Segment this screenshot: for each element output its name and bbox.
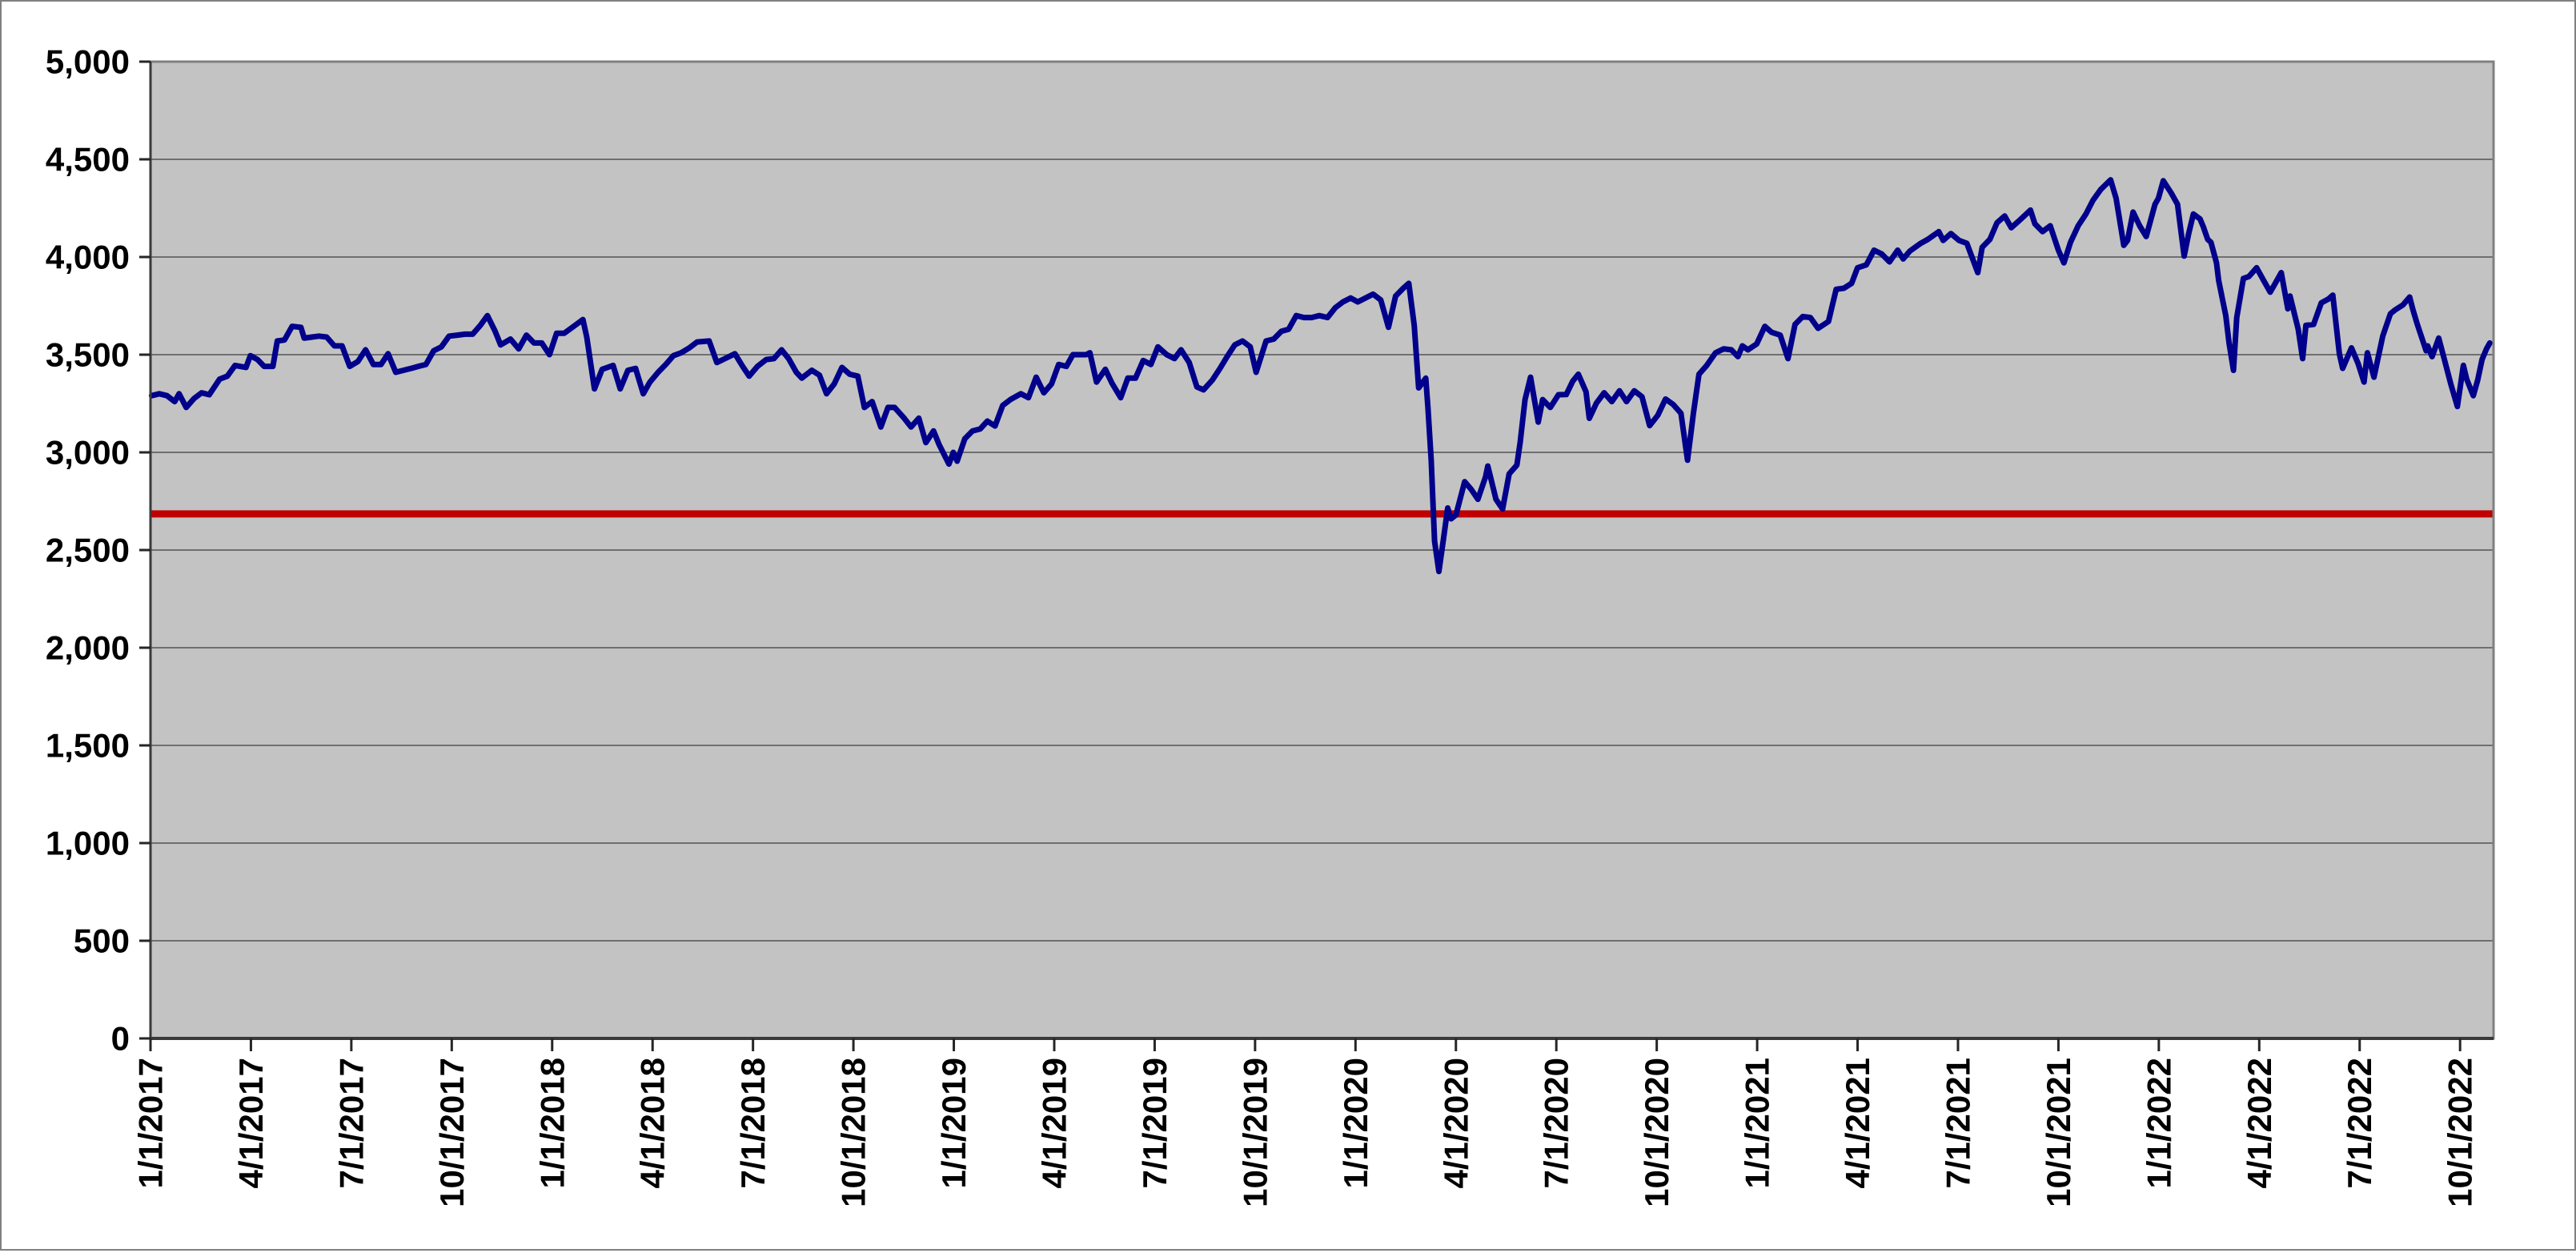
x-axis-tick-label: 7/1/2019 [1136, 1058, 1174, 1189]
y-axis-tick-label: 500 [74, 922, 130, 960]
x-axis-tick-label: 4/1/2022 [2241, 1058, 2278, 1189]
x-axis-tick-label: 1/1/2018 [533, 1058, 571, 1189]
x-axis-tick-label: 7/1/2022 [2341, 1058, 2378, 1189]
x-axis-labels-group: 1/1/2017 4/1/2017 7/1/2017 10/1/2017 1/1/201… [132, 1058, 2479, 1207]
x-axis-tick-label: 10/1/2020 [1638, 1058, 1675, 1207]
x-axis-tick-label: 4/1/2019 [1036, 1058, 1073, 1189]
x-axis-tick-label: 7/1/2021 [1940, 1058, 1977, 1189]
y-axis-tick-label: 2,000 [46, 629, 130, 667]
x-axis-tick-label: 7/1/2020 [1538, 1058, 1575, 1189]
x-axis-tick-label: 7/1/2017 [332, 1058, 370, 1189]
x-axis-tick-label: 7/1/2018 [734, 1058, 772, 1189]
x-axis-tick-label: 1/1/2020 [1337, 1058, 1374, 1189]
x-axis-tick-label: 1/1/2021 [1739, 1058, 1776, 1189]
x-axis-tick-label: 1/1/2022 [2140, 1058, 2177, 1189]
x-axis-tick-label: 10/1/2018 [835, 1058, 873, 1207]
x-axis-tick-label: 10/1/2019 [1236, 1058, 1274, 1207]
series-group [148, 177, 2493, 575]
x-axis-tick-label: 1/1/2017 [132, 1058, 170, 1189]
axes-group [139, 60, 2495, 1051]
x-axis-tick-label: 1/1/2019 [935, 1058, 973, 1189]
y-axis-tick-label: 3,500 [46, 336, 130, 374]
y-axis-tick-label: 1,500 [46, 727, 130, 765]
y-axis-tick-label: 1,000 [46, 825, 130, 862]
y-axis-labels-group: 0 500 1,000 1,500 2,000 2,500 3,000 3,500 4,000 4… [46, 43, 130, 1058]
x-axis-tick-label: 4/1/2020 [1437, 1058, 1475, 1189]
x-axis-tick-label: 10/1/2017 [433, 1058, 471, 1207]
x-axis-tick-label: 4/1/2018 [634, 1058, 672, 1189]
y-axis-tick-label: 3,000 [46, 434, 130, 472]
y-axis-tick-label: 4,000 [46, 239, 130, 276]
x-axis-tick-label: 4/1/2021 [1839, 1058, 1876, 1189]
price-line-series [148, 177, 2493, 575]
y-axis-tick-label: 2,500 [46, 532, 130, 569]
y-axis-tick-label: 4,500 [46, 141, 130, 179]
y-axis-tick-label: 0 [111, 1020, 130, 1058]
x-axis-tick-label: 4/1/2017 [232, 1058, 270, 1189]
x-axis-tick-label: 10/1/2022 [2442, 1058, 2479, 1207]
y-axis-tick-label: 5,000 [46, 43, 130, 81]
x-axis-tick-label: 10/1/2021 [2040, 1058, 2077, 1207]
